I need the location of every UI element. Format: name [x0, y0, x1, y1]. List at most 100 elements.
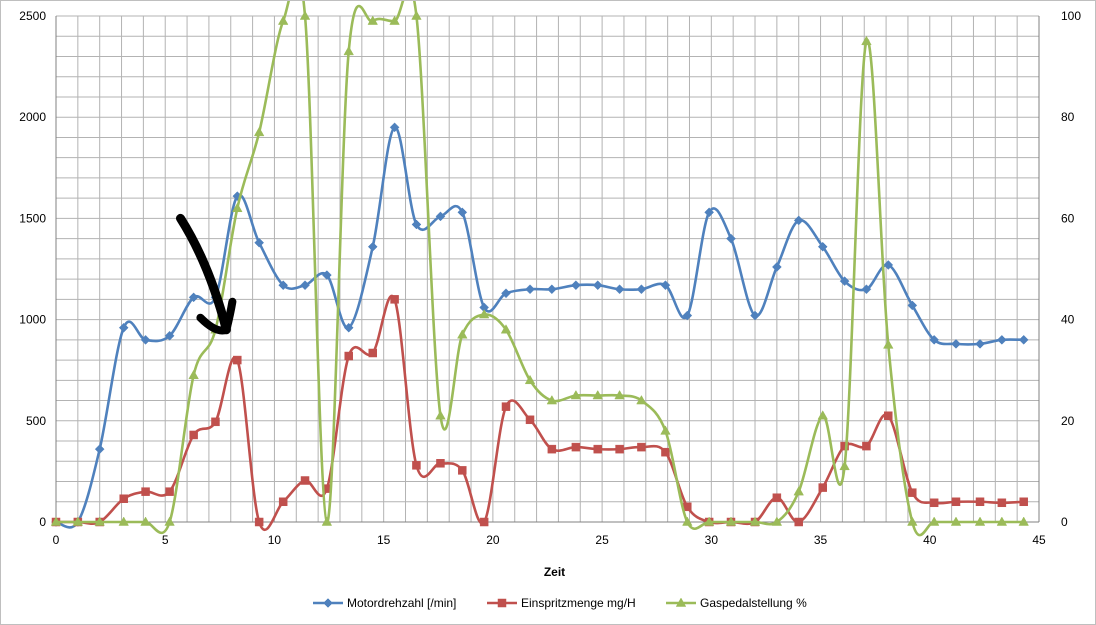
- data-point: [389, 122, 400, 133]
- legend-marker: [323, 598, 333, 608]
- data-point: [390, 295, 399, 304]
- left-tick-label: 0: [39, 515, 46, 529]
- data-point: [50, 516, 62, 526]
- data-point: [254, 517, 264, 527]
- data-point: [907, 516, 918, 526]
- right-tick-label: 100: [1061, 9, 1081, 23]
- data-point: [119, 494, 128, 503]
- annotation-layer: [176, 213, 237, 335]
- data-point: [794, 517, 803, 527]
- data-point: [1019, 497, 1028, 507]
- data-point: [771, 516, 783, 526]
- data-point: [726, 233, 736, 244]
- data-point: [883, 339, 894, 349]
- data-point: [140, 334, 151, 345]
- data-point: [524, 374, 536, 385]
- data-point: [389, 15, 400, 25]
- data-point: [300, 280, 310, 291]
- data-point: [592, 280, 603, 291]
- data-point: [793, 486, 804, 496]
- x-tick-label: 30: [705, 533, 719, 547]
- data-point: [435, 410, 446, 420]
- left-tick-label: 500: [26, 414, 46, 428]
- data-point: [232, 202, 243, 213]
- left-tick-label: 2000: [19, 110, 46, 124]
- data-point: [883, 260, 894, 270]
- x-tick-label: 10: [268, 533, 282, 547]
- data-point: [950, 516, 962, 526]
- data-point: [436, 459, 445, 468]
- right-tick-label: 60: [1061, 211, 1075, 225]
- data-point: [525, 284, 535, 295]
- data-point: [614, 284, 625, 295]
- right-tick-label: 20: [1061, 414, 1075, 428]
- data-point: [996, 516, 1008, 526]
- data-point: [571, 280, 581, 291]
- data-point: [975, 339, 985, 349]
- data-point: [861, 284, 872, 295]
- annotation-arrow-head: [196, 297, 237, 335]
- data-point: [682, 310, 693, 321]
- data-point: [277, 15, 289, 25]
- data-point: [118, 516, 129, 526]
- data-point: [660, 425, 671, 435]
- data-point: [725, 516, 737, 526]
- data-point: [884, 411, 893, 420]
- data-point: [750, 310, 760, 321]
- data-point: [660, 280, 671, 291]
- data-point: [435, 211, 446, 222]
- x-tick-label: 15: [377, 533, 391, 547]
- data-point: [704, 207, 715, 218]
- data-point: [637, 442, 646, 452]
- data-point: [343, 322, 354, 333]
- data-point: [997, 498, 1007, 508]
- data-point: [593, 444, 602, 454]
- data-point: [793, 215, 804, 226]
- data-point: [818, 483, 827, 492]
- data-point: [299, 10, 311, 20]
- data-point: [614, 389, 625, 400]
- x-axis-title: Zeit: [544, 565, 565, 579]
- data-point: [501, 288, 511, 299]
- data-point: [278, 497, 288, 507]
- data-point: [840, 441, 849, 451]
- data-point: [772, 262, 782, 272]
- legend-marker: [497, 598, 507, 608]
- left-tick-label: 1000: [19, 313, 46, 327]
- series-0: [51, 122, 1029, 529]
- data-point: [636, 395, 647, 405]
- data-point: [94, 516, 105, 526]
- legend-label: Motordrehzahl [/min]: [347, 596, 456, 610]
- data-point: [412, 461, 421, 470]
- data-point: [458, 466, 467, 475]
- data-point: [839, 276, 850, 286]
- data-point: [500, 324, 512, 334]
- data-point: [165, 487, 174, 496]
- data-point: [164, 516, 175, 526]
- right-tick-label: 40: [1061, 313, 1075, 327]
- data-point: [951, 497, 961, 507]
- data-point: [817, 241, 828, 252]
- series-1: [51, 294, 1028, 532]
- data-point: [1018, 516, 1029, 526]
- legend-label: Einspritzmenge mg/H: [521, 596, 636, 610]
- data-point: [72, 516, 84, 526]
- right-tick-label: 80: [1061, 110, 1075, 124]
- data-point: [929, 498, 939, 508]
- data-point: [501, 402, 511, 411]
- data-point: [457, 207, 468, 218]
- x-axis-tick-labels: 0 5 10 15 20 25 30 35 40 45: [53, 533, 1046, 547]
- data-point: [253, 126, 265, 137]
- x-tick-label: 5: [162, 533, 169, 547]
- data-point: [189, 430, 198, 440]
- legend-marker: [675, 597, 687, 607]
- data-point: [479, 517, 489, 527]
- data-point: [367, 15, 378, 25]
- data-point: [141, 487, 150, 496]
- data-point: [615, 444, 624, 454]
- data-point: [211, 417, 220, 427]
- data-point: [974, 516, 986, 526]
- data-point: [682, 516, 693, 526]
- annotation-arrow-shaft: [176, 213, 231, 335]
